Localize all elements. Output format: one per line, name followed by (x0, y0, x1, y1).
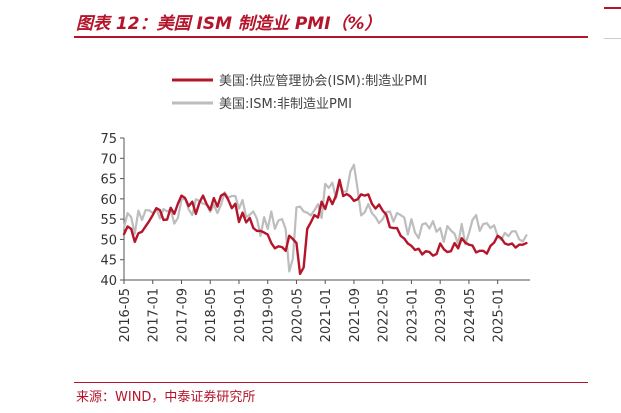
page-title: 图表 12：美国 ISM 制造业 PMI（%） (76, 14, 382, 34)
chart-legend: 美国:供应管理协会(ISM):制造业PMI 美国:ISM:非制造业PMI (172, 73, 427, 112)
legend-label-ism-nonmanufacturing: 美国:ISM:非制造业PMI (219, 97, 352, 112)
x-tick-label: 2023-09 (434, 288, 449, 342)
source-note: 来源：WIND，中泰证券研究所 (76, 390, 256, 405)
series-line-ism-manufacturing (122, 178, 528, 276)
x-tick-label: 2016-05 (118, 288, 133, 342)
legend-label-ism-manufacturing: 美国:供应管理协会(ISM):制造业PMI (219, 73, 427, 89)
y-tick-label: 55 (100, 213, 117, 228)
x-tick-label: 2024-05 (463, 288, 478, 342)
y-tick-label: 60 (100, 193, 117, 208)
y-tick-label: 50 (100, 233, 117, 248)
x-tick-label: 2022-05 (377, 288, 392, 342)
series-line-ism-nonmanufacturing (122, 163, 528, 273)
y-tick-label: 75 (100, 132, 117, 147)
chart-series (122, 163, 528, 276)
x-tick-label: 2017-01 (147, 288, 162, 342)
x-tick-label: 2017-09 (175, 288, 190, 342)
chart-axes: 40 45 50 55 60 65 70 75 2016-05 2017-01 2017-09 201… (100, 132, 530, 342)
right-edge-divider (604, 38, 621, 39)
x-tick-label: 2019-09 (262, 288, 277, 342)
x-tick-label: 2021-01 (319, 288, 334, 342)
x-tick-label: 2020-05 (290, 288, 305, 342)
right-edge-rule (604, 7, 621, 9)
y-tick-label: 45 (100, 254, 117, 269)
source-divider (74, 382, 588, 383)
x-tick-label: 2018-05 (204, 288, 219, 342)
y-tick-label: 65 (100, 173, 117, 188)
y-tick-label: 40 (100, 274, 117, 289)
y-tick-label: 70 (100, 152, 117, 167)
x-tick-label: 2019-01 (233, 288, 248, 342)
x-tick-label: 2025-01 (492, 288, 507, 342)
x-tick-label: 2023-01 (405, 288, 420, 342)
x-tick-label: 2021-09 (348, 288, 363, 342)
title-underline (74, 36, 588, 38)
